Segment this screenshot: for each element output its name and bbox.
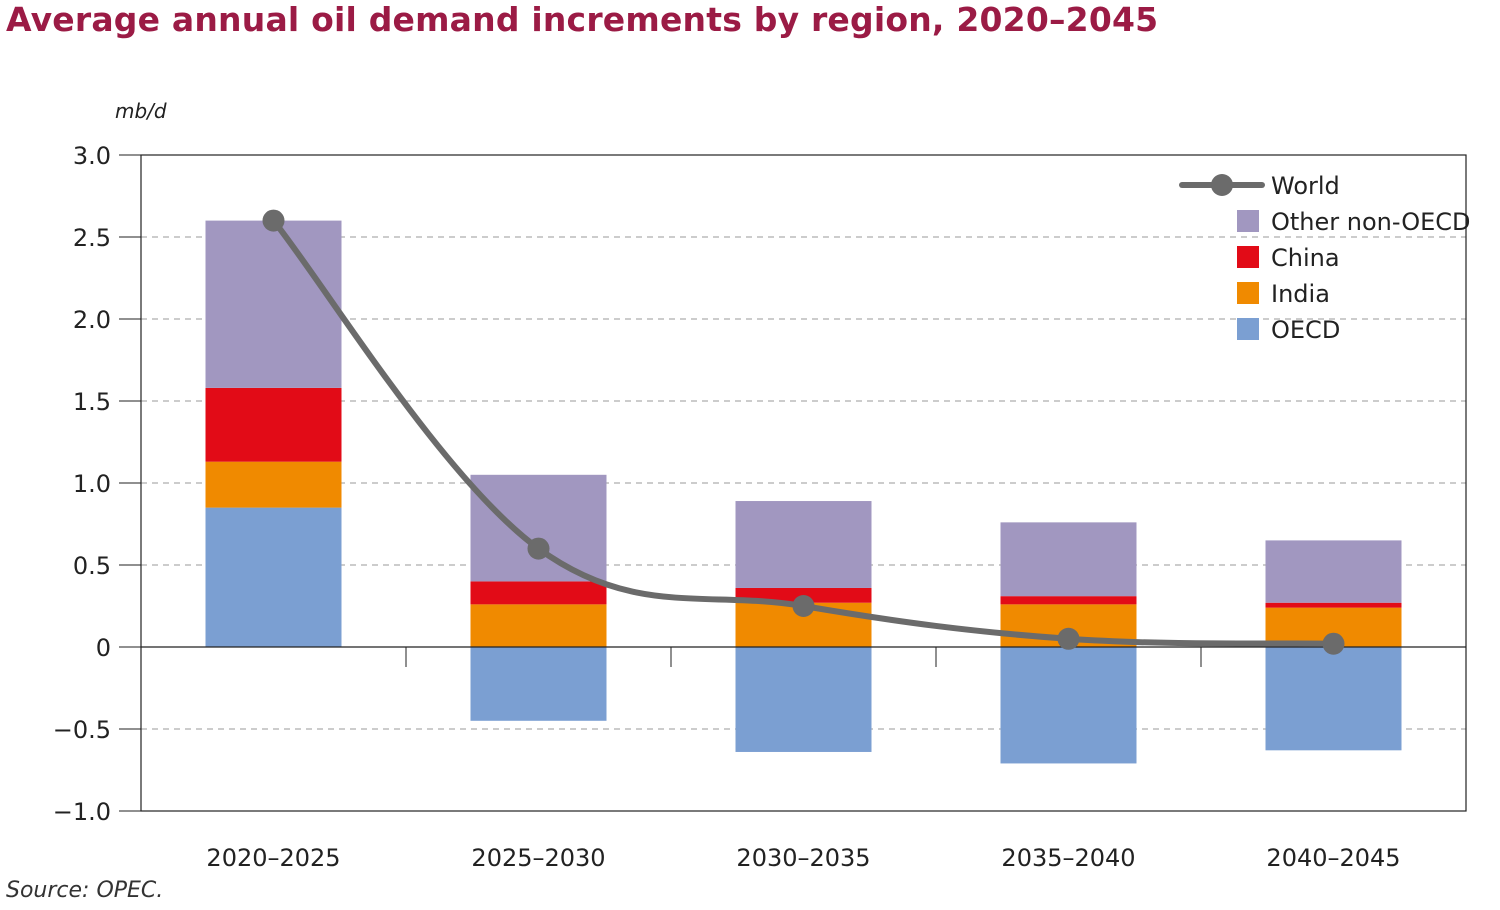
- bar-china: [1265, 602, 1402, 608]
- bar-india: [470, 604, 607, 647]
- bar-oecd: [470, 647, 607, 721]
- legend-swatch-china: [1237, 246, 1259, 268]
- bar-china: [470, 581, 607, 605]
- bar-china: [205, 387, 342, 462]
- legend-label: China: [1271, 244, 1340, 272]
- y-tick-label: 0.5: [73, 552, 111, 580]
- y-tick-label: 2.5: [73, 224, 111, 252]
- world-point: [527, 537, 550, 560]
- bar-oecd: [1265, 647, 1402, 751]
- y-tick-label: 0: [96, 634, 111, 662]
- y-tick-label: 1.5: [73, 388, 111, 416]
- bar-other-non-oecd: [1000, 522, 1137, 597]
- y-tick-label: 3.0: [73, 142, 111, 170]
- x-tick-label: 2035–2040: [1001, 844, 1135, 872]
- bar-other-non-oecd: [470, 474, 607, 582]
- y-tick-label: −0.5: [53, 716, 111, 744]
- y-axis-unit: mb/d: [115, 99, 167, 123]
- x-tick-label: 2020–2025: [206, 844, 340, 872]
- world-point: [1322, 632, 1345, 655]
- legend-swatch-india: [1237, 282, 1259, 304]
- bar-oecd: [205, 507, 342, 647]
- legend-marker-world: [1211, 174, 1233, 196]
- legend-label: India: [1271, 280, 1330, 308]
- legend-swatch-oecd: [1237, 318, 1259, 340]
- bar-other-non-oecd: [1265, 540, 1402, 603]
- legend-label: World: [1271, 172, 1340, 200]
- source-note: Source: OPEC.: [6, 878, 164, 903]
- bar-india: [205, 461, 342, 508]
- bar-oecd: [1000, 647, 1137, 764]
- legend-swatch-other-non-oecd: [1237, 210, 1259, 232]
- bar-oecd: [735, 647, 872, 752]
- legend-label: Other non-OECD: [1271, 208, 1471, 236]
- x-tick-label: 2040–2045: [1266, 844, 1400, 872]
- world-line: [270, 217, 1337, 647]
- world-point: [792, 595, 815, 617]
- bar-other-non-oecd: [735, 501, 872, 588]
- y-tick-label: −1.0: [53, 798, 111, 826]
- y-tick-label: 2.0: [73, 306, 111, 334]
- bar-other-non-oecd: [205, 220, 342, 388]
- world-point: [262, 209, 285, 232]
- chart-title: Average annual oil demand increments by …: [6, 0, 1159, 39]
- y-tick-label: 1.0: [73, 470, 111, 498]
- x-tick-label: 2030–2035: [736, 844, 870, 872]
- x-tick-label: 2025–2030: [471, 844, 605, 872]
- world-point: [1057, 627, 1080, 650]
- plot-frame: [140, 154, 1467, 812]
- bar-china: [1000, 596, 1137, 605]
- legend-label: OECD: [1271, 316, 1340, 344]
